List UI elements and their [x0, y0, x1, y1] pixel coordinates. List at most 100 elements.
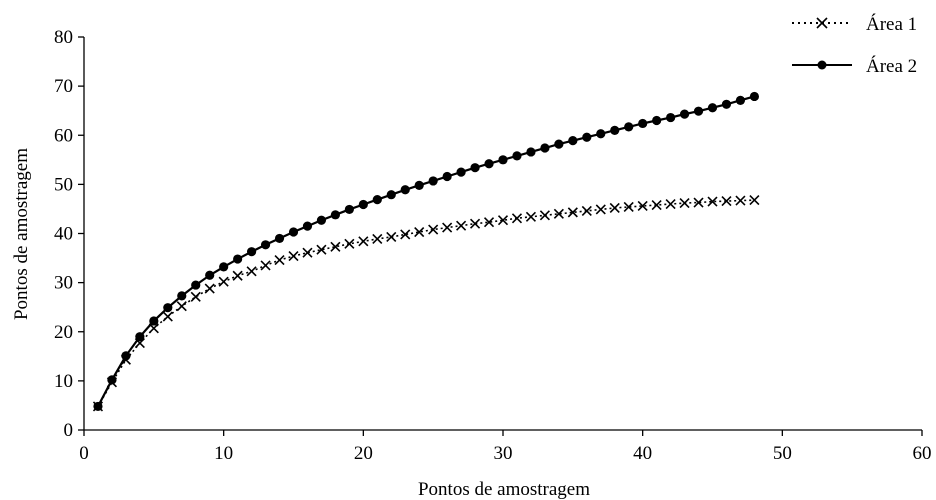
x-tick-label: 30 [494, 443, 513, 464]
data-point-x-marker [386, 231, 397, 243]
data-point-circle-marker [638, 118, 648, 129]
data-point-circle-marker [484, 159, 494, 169]
data-point-x-marker [609, 202, 620, 214]
data-point-circle-marker [121, 351, 131, 361]
data-point-x-marker [693, 197, 704, 208]
data-point-circle-marker [414, 180, 424, 190]
data-point-x-marker [358, 236, 369, 247]
data-point-circle-marker [247, 247, 257, 257]
data-point-x-marker [721, 196, 732, 207]
data-point-circle-marker [400, 185, 410, 195]
x-tick-label: 10 [214, 443, 233, 464]
data-point-x-marker [679, 197, 690, 209]
data-point-circle-marker [372, 195, 382, 205]
data-point-x-marker [525, 211, 536, 222]
data-point-x-marker [372, 233, 383, 244]
data-point-x-marker [511, 213, 523, 224]
legend-label-area-1: Área 1 [866, 13, 917, 35]
data-point-circle-marker [163, 303, 173, 313]
x-tick-label: 40 [633, 443, 652, 464]
chart-axes [83, 37, 922, 431]
data-point-circle-marker [358, 199, 368, 210]
legend-marker-circle [817, 60, 827, 70]
data-point-x-marker [274, 254, 285, 266]
data-point-x-marker [302, 247, 313, 258]
data-point-x-marker [232, 270, 243, 281]
data-point-circle-marker [554, 139, 564, 149]
data-point-circle-marker [679, 109, 690, 119]
series-line-1 [97, 199, 755, 407]
y-tick-label: 10 [54, 371, 73, 392]
data-point-x-marker [497, 215, 509, 226]
data-point-x-marker [749, 195, 760, 206]
y-tick-label: 40 [54, 224, 73, 245]
data-point-circle-marker [456, 167, 466, 177]
data-point-circle-marker [470, 163, 480, 173]
legend-x-glyph [816, 17, 828, 29]
data-point-x-marker [400, 229, 411, 240]
legend-label-area-2: Área 2 [866, 55, 917, 77]
data-point-x-marker [553, 208, 564, 219]
data-point-x-marker [260, 260, 271, 271]
data-point-circle-marker [582, 132, 592, 142]
data-point-x-marker [246, 266, 257, 277]
data-point-circle-marker [749, 91, 760, 102]
data-point-x-marker [581, 205, 592, 216]
legend-entry-area-1: Área 1 [792, 13, 917, 35]
data-point-circle-marker [177, 291, 187, 301]
data-point-circle-marker [135, 332, 145, 342]
data-point-x-marker [204, 283, 215, 294]
data-point-x-marker [567, 207, 578, 218]
y-tick-label: 50 [54, 174, 73, 195]
y-tick-label: 20 [54, 322, 73, 343]
data-point-circle-marker [149, 316, 159, 326]
data-point-circle-marker [205, 270, 215, 280]
data-point-x-marker [428, 224, 439, 235]
data-point-x-marker [218, 276, 229, 287]
data-point-x-marker [330, 241, 341, 252]
series-2 [93, 91, 760, 412]
y-tick-label: 60 [54, 125, 73, 146]
x-axis-title: Pontos de amostragem [418, 479, 590, 500]
data-point-circle-marker [274, 233, 285, 244]
data-point-x-marker [414, 226, 425, 238]
x-tick-label: 20 [354, 443, 373, 464]
data-point-x-marker [162, 311, 173, 322]
data-point-circle-marker [442, 171, 452, 182]
data-point-x-marker [442, 222, 453, 233]
legend-entry-area-2: Área 2 [792, 55, 917, 77]
data-point-x-marker [637, 200, 648, 212]
data-point-circle-marker [526, 147, 536, 157]
data-point-x-marker [190, 291, 201, 302]
data-point-x-marker [470, 218, 481, 229]
data-point-circle-marker [735, 95, 746, 105]
y-tick-label: 80 [54, 27, 73, 48]
data-point-x-marker [539, 210, 550, 221]
legend-marker-x [816, 17, 828, 29]
data-point-x-marker [651, 199, 662, 211]
series-line-2 [96, 95, 755, 407]
x-tick-label: 0 [79, 443, 89, 464]
data-point-x-marker [483, 217, 495, 228]
data-point-circle-marker [540, 143, 550, 153]
data-point-x-marker [344, 238, 355, 249]
data-point-circle-marker [512, 151, 522, 161]
data-point-x-marker [288, 251, 299, 262]
data-point-circle-marker [191, 280, 201, 290]
tick-marks: 0 10 20 30 40 50 60 0 10 20 30 40 50 60 70 80 [54, 27, 932, 464]
data-point-circle-marker [344, 204, 354, 215]
data-point-circle-marker [624, 122, 634, 132]
data-point-circle-marker [330, 210, 340, 220]
data-point-x-marker [665, 198, 676, 210]
data-point-circle-marker [498, 155, 508, 165]
data-point-x-marker [316, 244, 327, 255]
data-point-circle-marker [302, 221, 313, 231]
data-point-x-marker [735, 195, 746, 206]
series-1 [92, 195, 760, 412]
data-point-circle-marker [721, 99, 732, 109]
y-axis-title: Pontos de amostragem [11, 148, 32, 320]
x-tick-label: 60 [913, 443, 932, 464]
data-point-circle-marker [652, 115, 662, 126]
data-point-circle-marker [596, 129, 606, 139]
